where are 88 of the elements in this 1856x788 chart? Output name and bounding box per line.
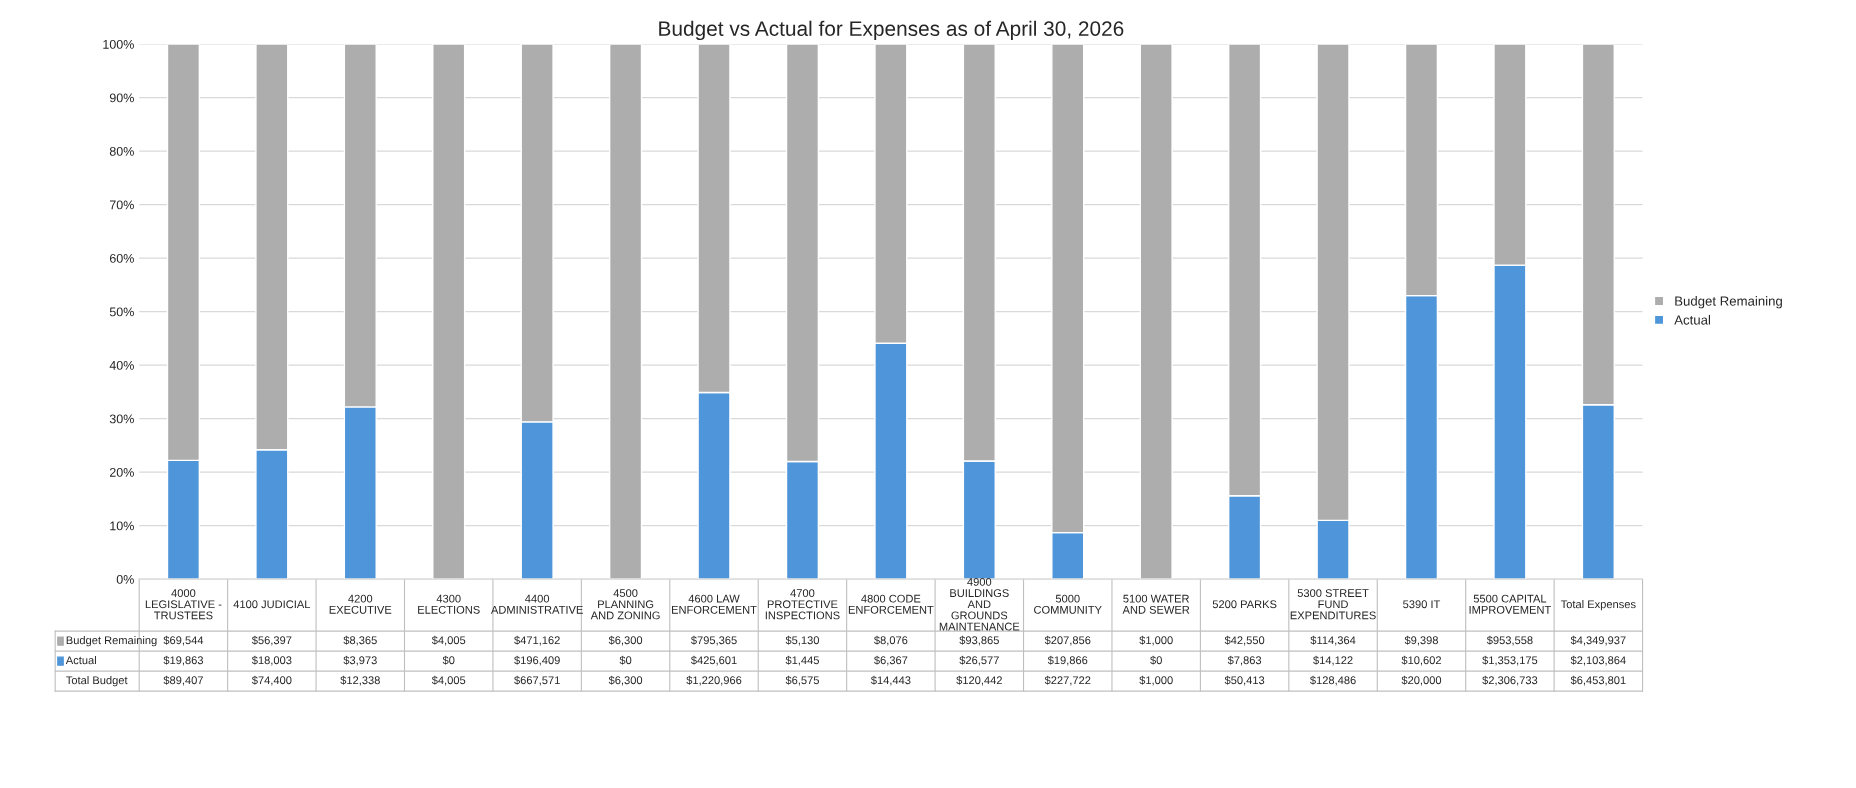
text: $207,856 [1044, 635, 1091, 646]
text: $74,400 [251, 675, 292, 686]
legend-label: Budget Remaining [66, 636, 157, 647]
text: Total Budget [66, 676, 128, 687]
x-tick-label: 4700 PROTECTIVE INSPECTIONS [765, 589, 840, 620]
y-tick-label: 20% [109, 467, 134, 477]
x-tick-label: 5000 COMMUNITY [1034, 594, 1102, 614]
bar [432, 44, 466, 580]
x-tick-label: 5300 STREET FUND EXPENDITURES [1290, 589, 1376, 620]
y-tick-label: 100% [103, 39, 134, 49]
text: $1,220,966 [686, 675, 742, 686]
text: $93,865 [959, 635, 999, 646]
y-tick-label: 0% [116, 574, 134, 584]
text: $6,575 [785, 675, 819, 686]
text: $89,407 [163, 675, 203, 686]
text: $0 [442, 655, 455, 665]
chart-title: Budget vs Actual for Expenses as of April 30, 2026 [659, 20, 1124, 41]
text: $6,367 [874, 655, 908, 666]
y-tick-label: 80% [109, 146, 134, 156]
y-tick-label: 40% [109, 360, 134, 370]
text: $4,005 [431, 635, 466, 646]
text: $667,571 [514, 675, 560, 686]
text: $26,577 [959, 655, 999, 666]
text: $8,076 [874, 635, 908, 646]
text: Actual [65, 656, 96, 665]
x-tick-label: 4200 EXECUTIVE [329, 594, 392, 614]
text: $227,722 [1044, 675, 1091, 686]
text: $471,162 [514, 635, 560, 646]
text: $0 [619, 655, 632, 665]
text: $19,866 [1047, 655, 1088, 666]
text: $196,409 [514, 655, 560, 666]
text: $10,602 [1401, 655, 1441, 666]
x-tick-label: 4300 ELECTIONS [418, 594, 480, 614]
x-tick-label: 5500 CAPITAL IMPROVEMENT [1469, 594, 1552, 614]
legend-label: Actual [1674, 314, 1711, 325]
text: $4,349,937 [1570, 635, 1626, 646]
x-tick-label: 4100 JUDICIAL [233, 600, 311, 609]
x-tick-label: 4400 ADMINISTRATIVE [490, 594, 583, 614]
text: Budget Remaining [1675, 296, 1782, 309]
x-tick-label: 4800 CODE ENFORCEMENT [848, 594, 934, 614]
text: $1,445 [785, 655, 819, 666]
text: $14,443 [870, 675, 911, 686]
bar [1139, 44, 1173, 580]
text: $69,544 [163, 635, 204, 646]
x-tick-label: 5200 PARKS [1212, 600, 1277, 609]
x-tick-label: 4000 LEGISLATIVE - TRUSTEES [145, 589, 222, 620]
text: $114,364 [1310, 635, 1356, 646]
y-tick-label: 50% [109, 307, 134, 317]
text: $9,398 [1404, 635, 1438, 646]
y-tick-label: 10% [110, 521, 134, 531]
text: $4,005 [431, 675, 466, 686]
y-tick-label: 90% [109, 93, 134, 103]
text: $795,365 [690, 635, 737, 646]
text: $6,453,801 [1570, 675, 1626, 686]
text: $425,601 [690, 655, 737, 666]
text: $0 [1150, 655, 1162, 665]
text: $20,000 [1401, 675, 1442, 686]
text: $2,103,864 [1570, 655, 1626, 666]
text: $2,306,733 [1482, 675, 1538, 686]
text: $128,486 [1310, 675, 1356, 686]
text: $6,300 [608, 675, 643, 686]
text: $3,973 [343, 655, 377, 666]
text: $14,122 [1313, 655, 1353, 666]
text: $5,130 [785, 635, 820, 646]
x-tick-label: 4900 BUILDINGS AND GROUNDS MAINTENANCE [939, 577, 1020, 631]
text: $6,300 [608, 635, 643, 646]
text: $953,558 [1486, 635, 1533, 646]
text: $7,863 [1227, 655, 1262, 666]
text: $19,863 [163, 655, 204, 666]
text: $8,365 [343, 635, 377, 646]
text: $42,550 [1224, 635, 1265, 646]
bar [608, 44, 643, 580]
x-tick-label: 5390 IT [1403, 600, 1441, 609]
x-tick-label: 4600 LAW ENFORCEMENT [672, 594, 757, 614]
text: $12,338 [340, 675, 380, 686]
y-tick-label: 70% [109, 200, 134, 210]
text: $18,003 [251, 655, 292, 666]
x-tick-label: 5100 WATER AND SEWER [1122, 594, 1190, 614]
text: $1,000 [1139, 635, 1173, 646]
text: $50,413 [1224, 675, 1265, 686]
x-tick-label: 4500 PLANNING AND ZONING [590, 589, 660, 620]
text: $1,353,175 [1482, 655, 1538, 666]
text: $56,397 [251, 635, 292, 646]
x-tick-label: Total Expenses [1560, 600, 1636, 611]
text: $120,442 [956, 675, 1002, 686]
text: $1,000 [1139, 675, 1173, 686]
y-tick-label: 60% [109, 253, 134, 263]
y-tick-label: 30% [109, 414, 134, 424]
